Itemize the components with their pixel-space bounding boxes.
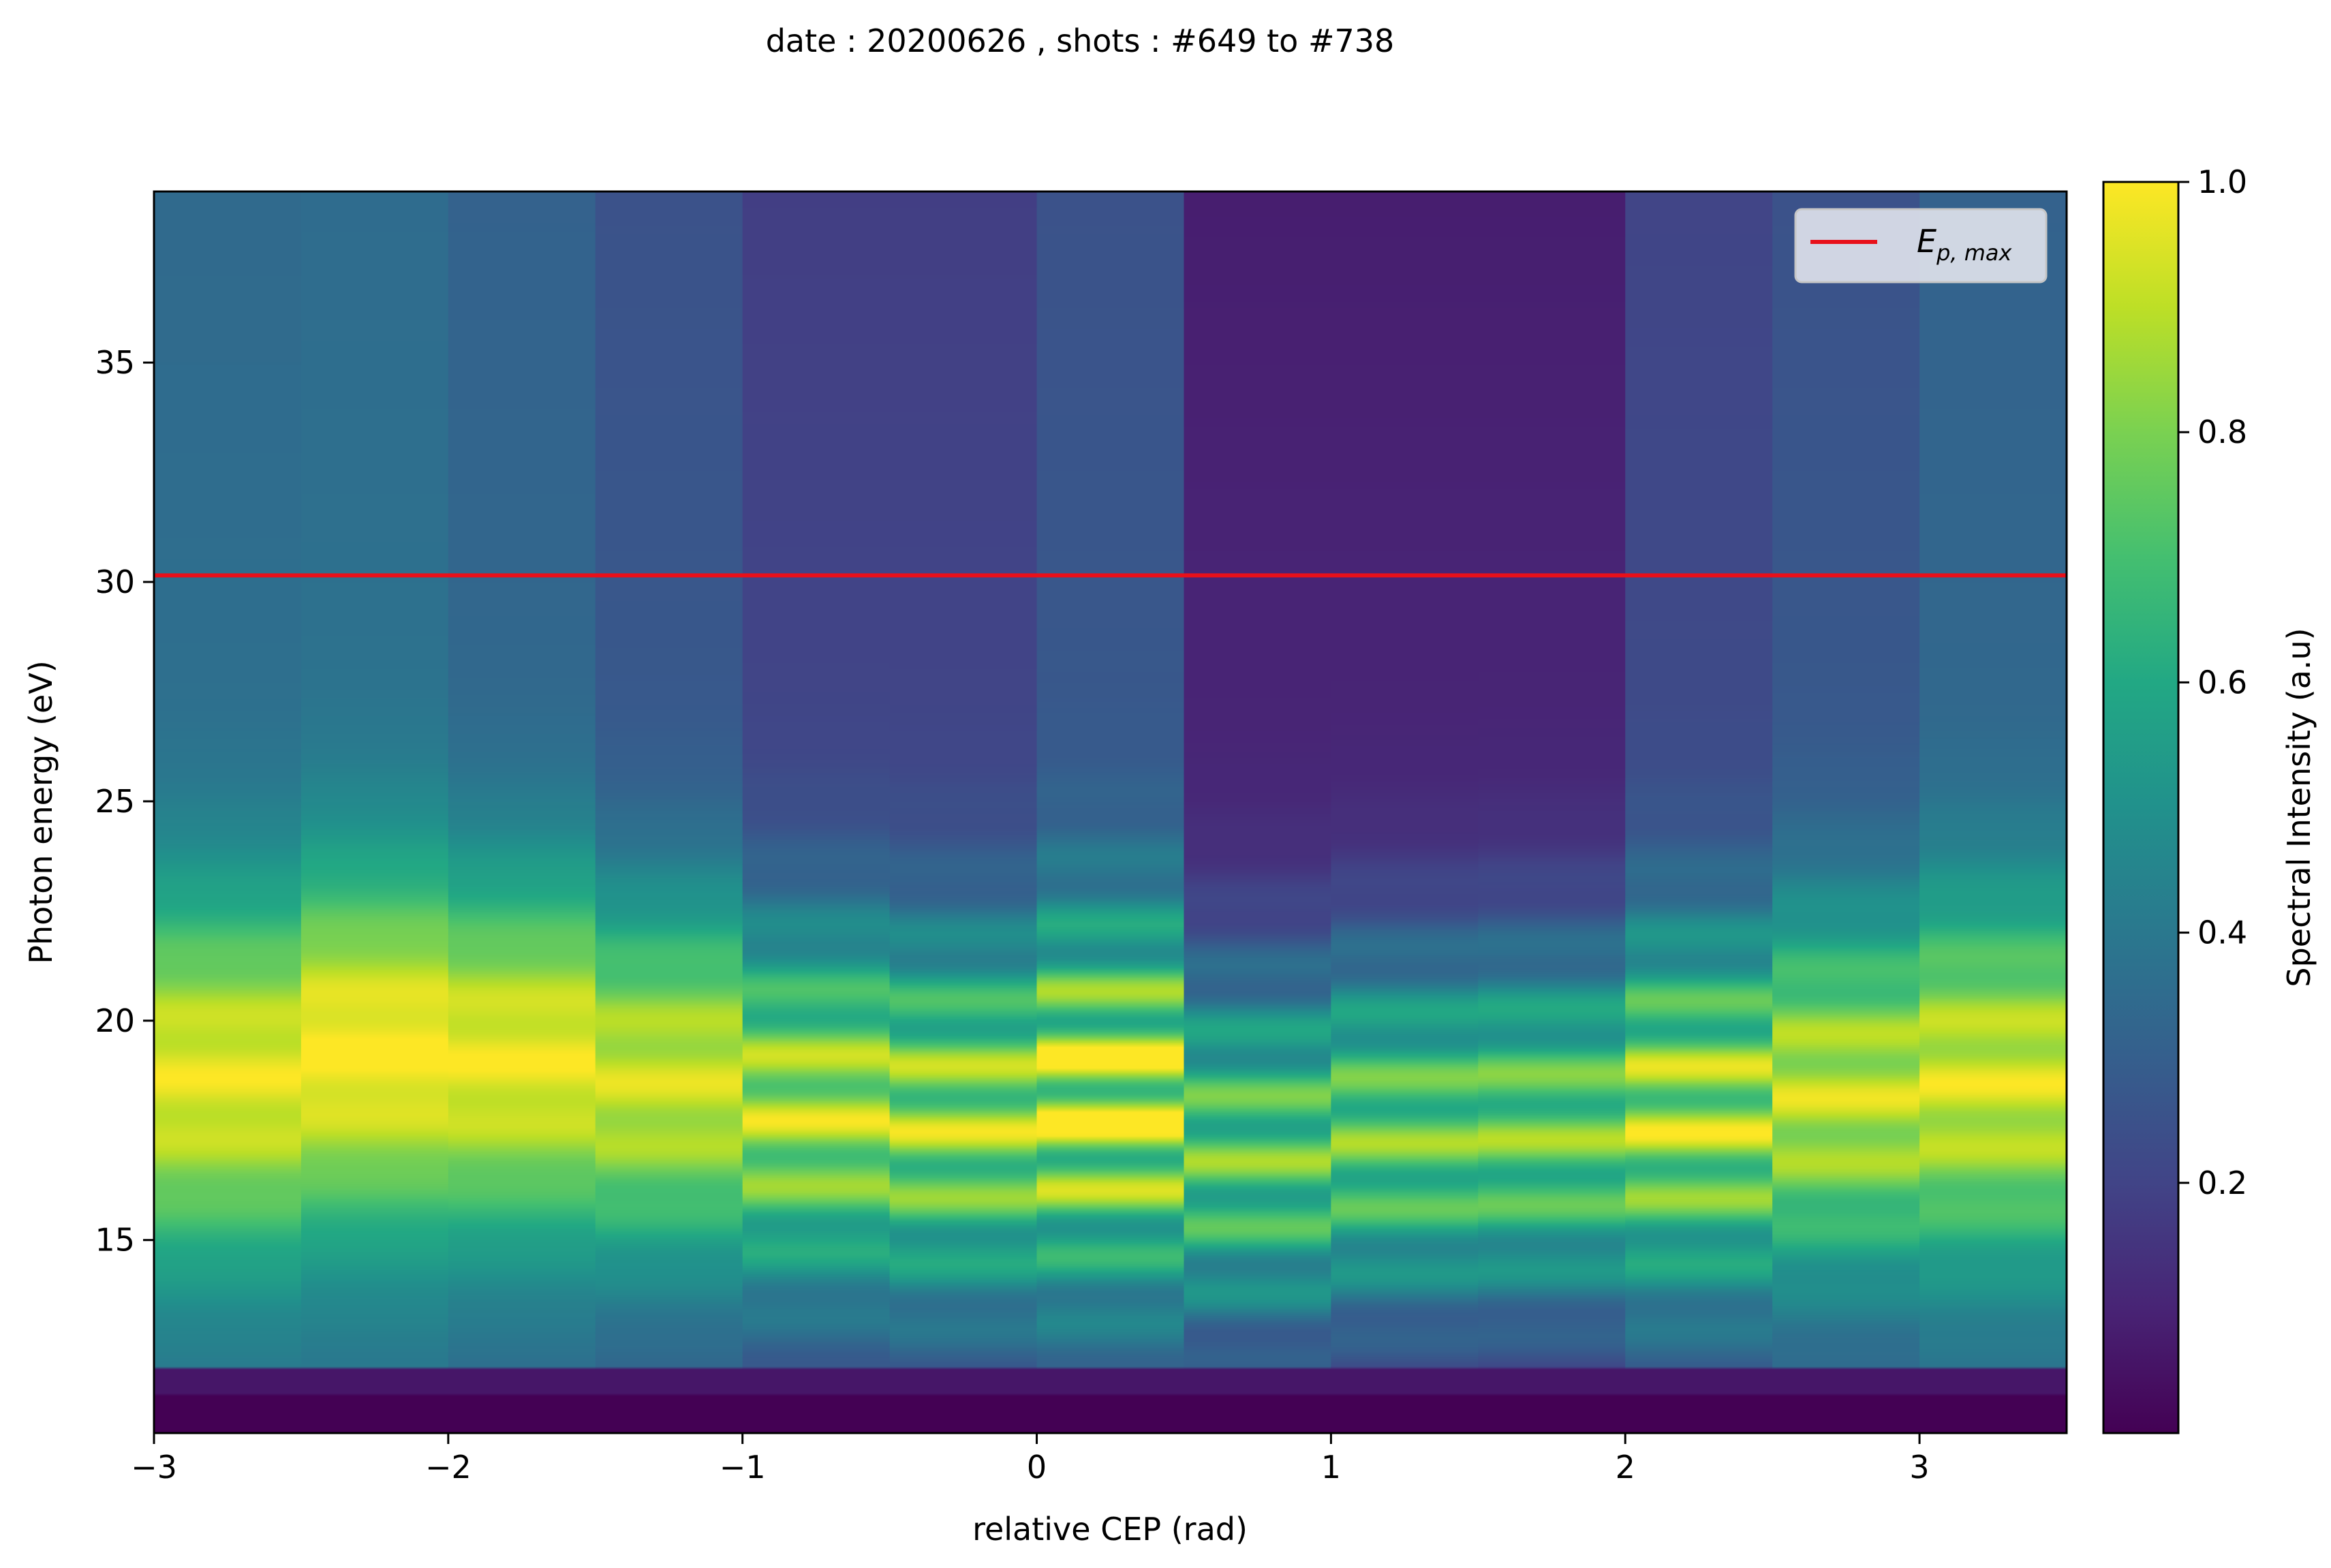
heatmap-column (1919, 191, 2067, 1433)
y-tick-label: 20 (95, 1002, 135, 1039)
heatmap-column (742, 191, 891, 1433)
colorbar-tick-label: 1.0 (2197, 164, 2247, 200)
y-tick-label: 15 (95, 1222, 135, 1259)
heatmap-column (1331, 191, 1479, 1433)
x-tick-label: 0 (1027, 1449, 1047, 1486)
heatmap-image (154, 191, 2067, 1433)
x-tick-label: −1 (720, 1449, 766, 1486)
heatmap-column (595, 191, 743, 1433)
legend-label-sub: p, max (1936, 240, 2012, 266)
heatmap-column (1036, 191, 1184, 1433)
heatmap-column (889, 191, 1038, 1433)
y-tick-label: 25 (95, 783, 135, 820)
colorbar-tick-label: 0.2 (2197, 1165, 2247, 1201)
colorbar-ticks: 0.2 0.4 0.6 0.8 1.0 (2178, 164, 2247, 1201)
heatmap-column (1478, 191, 1626, 1433)
x-tick-label: 1 (1321, 1449, 1341, 1486)
legend-box (1794, 208, 2048, 283)
heatmap-column (1184, 191, 1331, 1433)
legend-label-ep-max: Ep, max (1917, 223, 2013, 266)
colorbar-tick-label: 0.8 (2197, 414, 2247, 450)
heatmap-column (300, 191, 449, 1433)
x-tick-label: −3 (131, 1449, 177, 1486)
x-axis-label: relative CEP (rad) (972, 1511, 1248, 1548)
y-axis-label: Photon energy (eV) (22, 660, 59, 964)
x-tick-label: 3 (1909, 1449, 1929, 1486)
heatmap-column (1772, 191, 1920, 1433)
y-axis: 15 20 25 30 35 (95, 344, 154, 1259)
chart-title: date : 20200626 , shots : #649 to #738 (766, 22, 1395, 59)
x-tick-label: −2 (425, 1449, 472, 1486)
y-tick-label: 30 (95, 564, 135, 600)
heatmap-column (154, 191, 302, 1433)
colorbar (2102, 181, 2180, 1434)
legend: Ep, max (1794, 208, 2048, 283)
colorbar-label: Spectral Intensity (a.u) (2281, 628, 2317, 987)
plot-frame (153, 190, 2068, 1434)
x-axis: −3 −2 −1 0 1 2 3 (131, 1433, 1930, 1486)
y-tick-label: 35 (95, 344, 135, 381)
colorbar-tick-label: 0.4 (2197, 914, 2247, 951)
colorbar-tick-label: 0.6 (2197, 664, 2247, 701)
heatmap-column (1625, 191, 1773, 1433)
x-tick-label: 2 (1616, 1449, 1635, 1486)
legend-label-main: E (1917, 223, 1936, 260)
heatmap-column (448, 191, 596, 1433)
